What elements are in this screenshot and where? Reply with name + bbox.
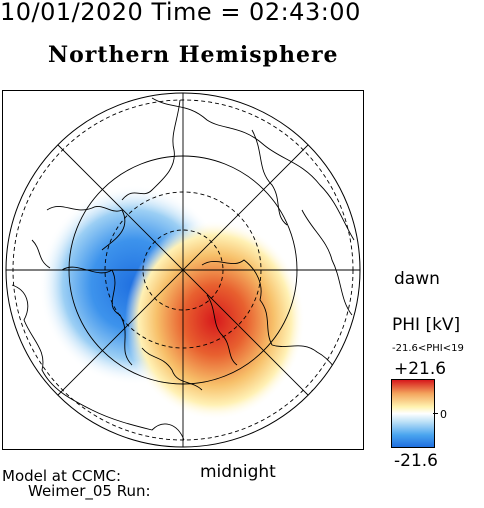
colorbar	[391, 379, 435, 448]
colorbar-zero-tick	[433, 413, 438, 414]
hemisphere-title: Northern Hemisphere	[48, 42, 339, 68]
date-time-title: 10/01/2020 Time = 02:43:00	[0, 0, 361, 26]
colorbar-zero-label: 0	[440, 408, 447, 421]
meridian-lines	[6, 93, 360, 447]
polar-potential-map	[2, 90, 364, 450]
colorbar-title: PHI [kV]	[392, 315, 461, 335]
dawn-label: dawn	[394, 269, 440, 289]
colorbar-range-text: -21.6<PHI<19	[392, 344, 464, 354]
midnight-label: midnight	[200, 462, 276, 482]
model-label: Model at CCMC:	[2, 467, 122, 485]
colorbar-min-label: -21.6	[394, 451, 438, 471]
coastlines	[11, 97, 355, 441]
map-outer-boundary	[5, 92, 361, 448]
colorbar-max-label: +21.6	[394, 359, 447, 379]
run-label: Weimer_05 Run:	[28, 482, 151, 500]
